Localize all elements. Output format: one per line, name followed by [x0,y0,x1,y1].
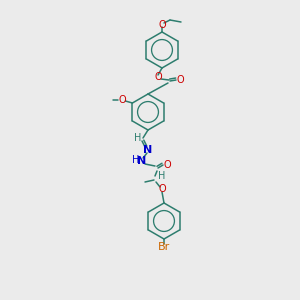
Text: H: H [158,171,166,181]
Text: N: N [137,156,147,166]
Text: O: O [163,160,171,170]
Text: O: O [158,184,166,194]
Text: N: N [143,145,153,155]
Text: O: O [158,20,166,30]
Text: H: H [134,133,142,143]
Text: O: O [176,75,184,85]
Text: H: H [132,155,140,165]
Text: O: O [154,72,162,82]
Text: Br: Br [158,242,170,252]
Text: O: O [118,95,126,105]
